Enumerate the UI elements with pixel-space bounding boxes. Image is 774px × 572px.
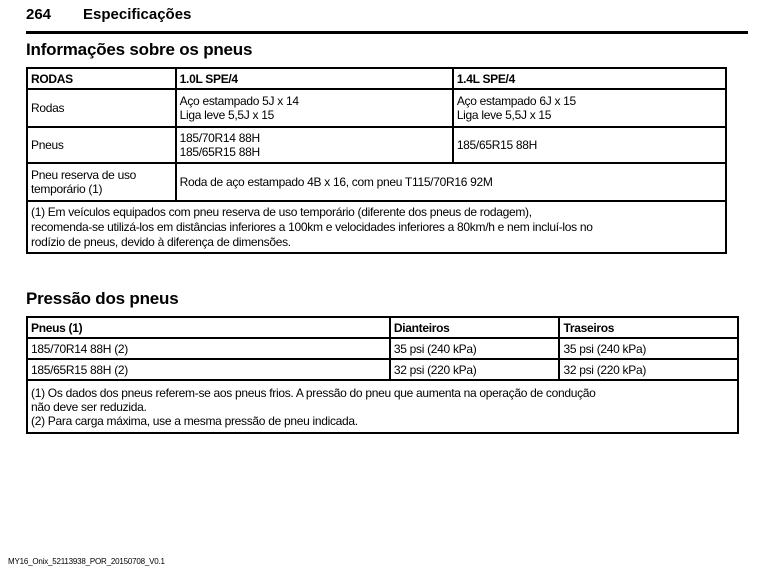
column-header: 1.0L SPE/4 <box>174 67 454 90</box>
section-title-pressure: Pressão dos pneus <box>26 289 179 308</box>
table-note: (1) Em veículos equipados com pneu reser… <box>26 200 727 254</box>
page-header: 264 Especificações <box>26 6 191 23</box>
table-cell: 185/65R15 88H <box>451 126 728 164</box>
table-cell: 35 psi (240 kPa) <box>388 337 561 360</box>
cell-line: Liga leve 5,5J x 15 <box>456 108 552 122</box>
table-row: Pneus 185/70R14 88H 185/65R15 88H 185/65R… <box>26 126 728 164</box>
cell-line: 185/70R14 88H <box>179 131 260 145</box>
tire-info-table: RODAS 1.0L SPE/4 1.4L SPE/4 Rodas Aço es… <box>26 67 728 254</box>
cell-line: 185/65R15 88H <box>179 145 260 159</box>
row-label: Rodas <box>26 88 177 128</box>
table-row: Pneu reserva de uso temporário (1) Roda d… <box>26 162 728 202</box>
cell-line: Liga leve 5,5J x 15 <box>179 108 275 122</box>
section-title-tire-info: Informações sobre os pneus <box>26 40 253 59</box>
table-row: 185/70R14 88H (2) 35 psi (240 kPa) 35 ps… <box>26 337 739 360</box>
chapter-title: Especificações <box>83 6 192 23</box>
note-line: recomenda-se utilizá-los em distâncias i… <box>31 219 593 234</box>
column-header: Pneus (1) <box>26 316 391 339</box>
column-header: Traseiros <box>558 316 739 339</box>
cell-line: Aço estampado 5J x 14 <box>179 94 299 108</box>
table-row: 185/65R15 88H (2) 32 psi (220 kPa) 32 ps… <box>26 358 739 381</box>
table-cell: 32 psi (220 kPa) <box>388 358 561 381</box>
table-note-row: (1) Os dados dos pneus referem-se aos pn… <box>26 379 739 434</box>
table-cell: Roda de aço estampado 4B x 16, com pneu … <box>174 162 728 202</box>
note-line: não deve ser reduzida. <box>31 399 147 414</box>
table-cell: 185/65R15 88H (2) <box>26 358 391 381</box>
cell-line: Aço estampado 6J x 15 <box>456 94 576 108</box>
table-note-row: (1) Em veículos equipados com pneu reser… <box>26 200 727 254</box>
table-cell: Aço estampado 5J x 14 Liga leve 5,5J x 15 <box>174 88 454 128</box>
column-header: Dianteiros <box>388 316 561 339</box>
table-cell: 32 psi (220 kPa) <box>558 358 739 381</box>
table-header-row: RODAS 1.0L SPE/4 1.4L SPE/4 <box>26 67 728 90</box>
cell-line: temporário (1) <box>31 182 103 196</box>
table-row: Rodas Aço estampado 5J x 14 Liga leve 5,5… <box>26 88 728 128</box>
document-footer: MY16_Onix_52113938_POR_20150708_V0.1 <box>8 557 165 566</box>
table-cell: 185/70R14 88H 185/65R15 88H <box>174 126 454 164</box>
column-header: 1.4L SPE/4 <box>451 67 728 90</box>
row-label: Pneu reserva de uso temporário (1) <box>26 162 177 202</box>
pressure-table: Pneus (1) Dianteiros Traseiros 185/70R14… <box>26 316 739 434</box>
note-line: rodízio de pneus, devido à diferença de … <box>31 234 291 249</box>
note-line: (1) Os dados dos pneus referem-se aos pn… <box>31 385 596 400</box>
note-line: (1) Em veículos equipados com pneu reser… <box>31 204 532 219</box>
header-rule <box>26 31 748 34</box>
note-line: (2) Para carga máxima, use a mesma press… <box>31 413 358 428</box>
table-header-row: Pneus (1) Dianteiros Traseiros <box>26 316 739 339</box>
table-cell: 35 psi (240 kPa) <box>558 337 739 360</box>
row-label: Pneus <box>26 126 177 164</box>
table-note: (1) Os dados dos pneus referem-se aos pn… <box>26 379 739 434</box>
column-header: RODAS <box>26 67 177 90</box>
page-number: 264 <box>26 6 52 23</box>
table-cell: Aço estampado 6J x 15 Liga leve 5,5J x 15 <box>451 88 728 128</box>
cell-line: Pneu reserva de uso <box>31 168 137 182</box>
table-cell: 185/70R14 88H (2) <box>26 337 391 360</box>
